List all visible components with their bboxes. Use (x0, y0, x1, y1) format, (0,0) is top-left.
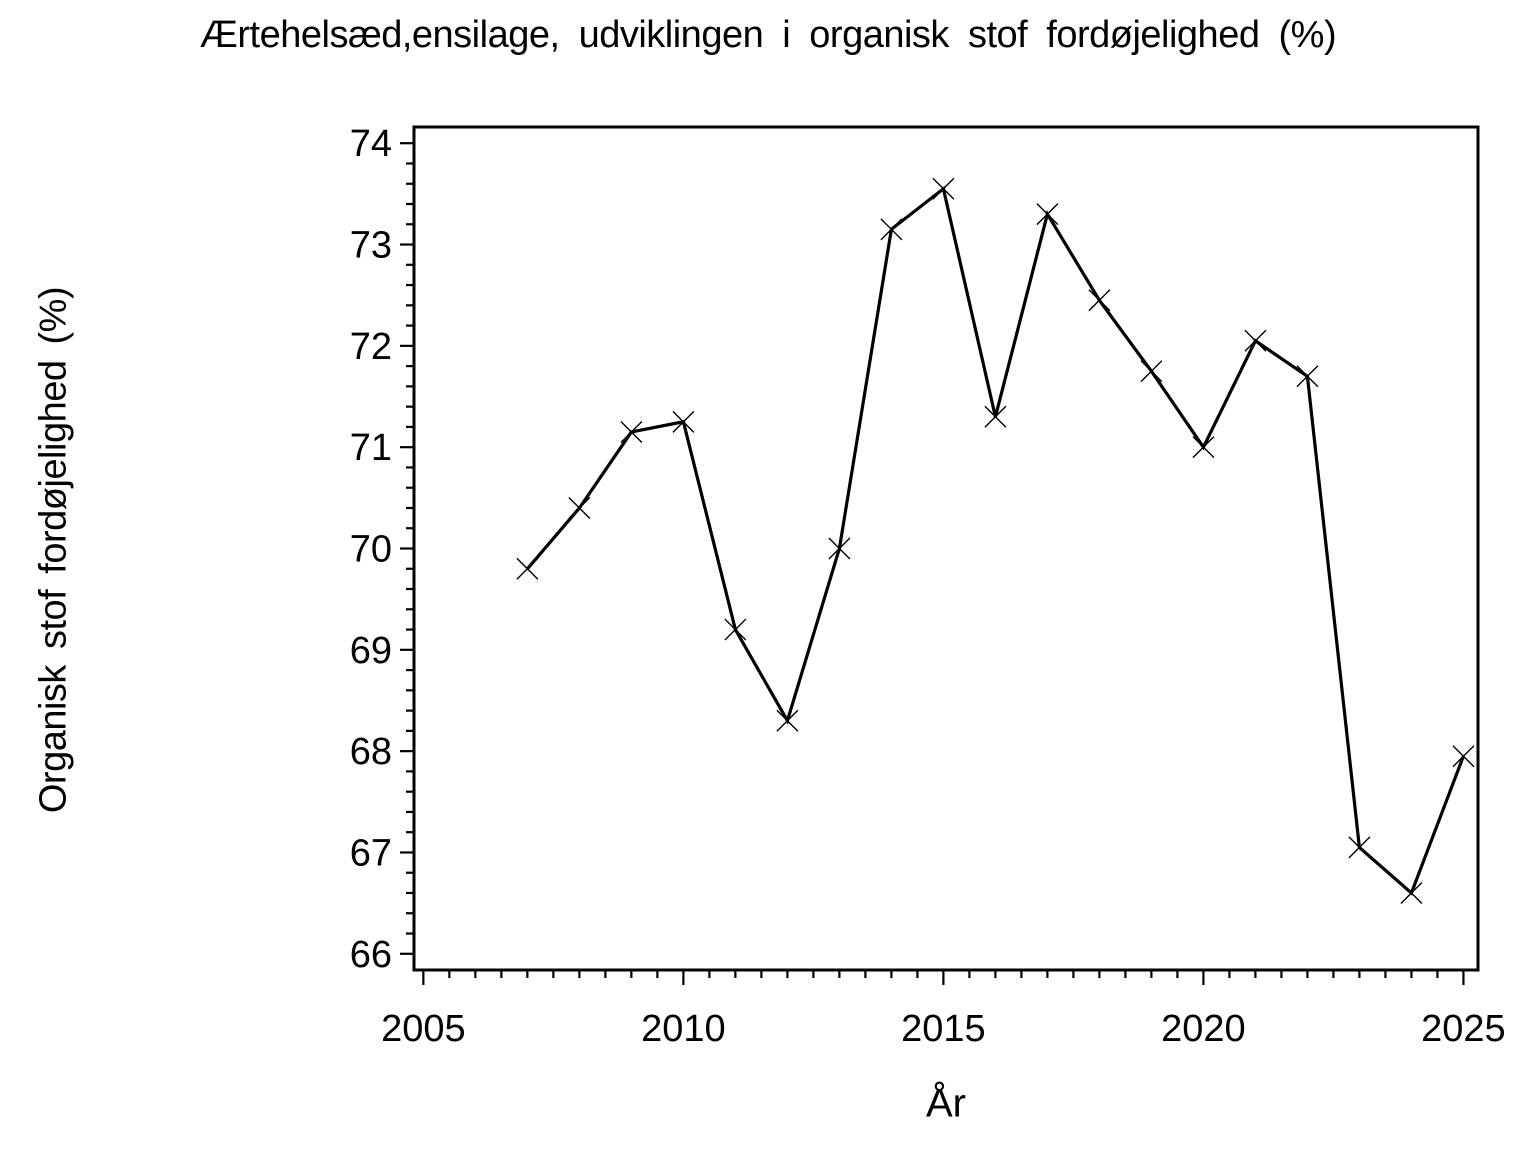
data-point-marker (1140, 360, 1163, 383)
data-point-marker (776, 709, 799, 732)
data-point-marker (1400, 882, 1423, 904)
data-point-marker (1244, 329, 1267, 352)
data-point-marker (516, 557, 539, 580)
y-tick-label: 69 (350, 630, 392, 672)
y-tick-label: 66 (350, 934, 392, 976)
data-point-marker (568, 496, 591, 519)
data-point-marker (1296, 365, 1319, 388)
data-point-marker (932, 177, 955, 200)
x-tick-label: 2005 (381, 1008, 466, 1050)
data-point-marker (984, 405, 1007, 428)
data-point-marker (1348, 836, 1371, 859)
y-tick-label: 70 (350, 529, 392, 571)
data-point-marker (672, 410, 695, 433)
data-point-marker (1452, 745, 1475, 768)
axis-box (412, 125, 1480, 972)
chart-title: Ærtehelsæd,ensilage, udviklingen i organ… (199, 14, 1337, 56)
x-tick-label: 2020 (1161, 1008, 1246, 1050)
x-tick-label: 2015 (901, 1008, 986, 1050)
x-tick-label: 2025 (1421, 1008, 1506, 1050)
data-line (526, 185, 1465, 896)
y-tick-label: 71 (350, 427, 392, 469)
data-point-marker (1192, 436, 1215, 459)
data-point-marker (1036, 203, 1059, 226)
x-tick-label: 2010 (641, 1008, 726, 1050)
data-point-marker (1088, 289, 1111, 312)
y-tick-label: 68 (350, 731, 392, 773)
data-point-marker (880, 218, 903, 241)
data-point-marker (620, 420, 643, 443)
y-tick-label: 72 (350, 326, 392, 368)
y-tick-label: 67 (350, 832, 392, 874)
x-axis-label: År (926, 1081, 966, 1126)
y-tick-label: 74 (350, 123, 392, 165)
data-point-marker (828, 537, 851, 560)
y-tick-label: 73 (350, 225, 392, 267)
data-point-marker (724, 618, 747, 641)
